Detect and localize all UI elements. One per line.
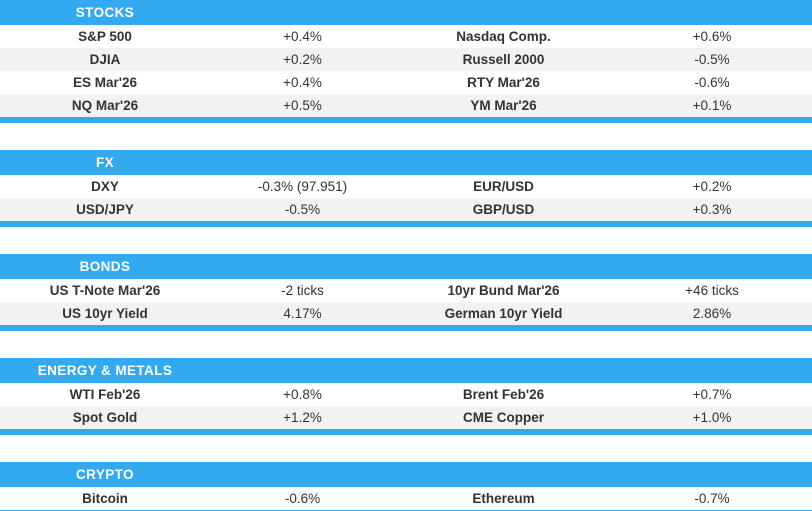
change-value: -0.6% bbox=[694, 75, 730, 90]
table-row: NQ Mar'26 +0.5% YM Mar'26 +0.1% bbox=[0, 94, 812, 117]
change-value: +0.7% bbox=[692, 387, 732, 402]
table-row: USD/JPY -0.5% GBP/USD +0.3% bbox=[0, 198, 812, 221]
section-rows: DXY -0.3% (97.951) EUR/USD +0.2% USD/JPY… bbox=[0, 175, 812, 221]
instrument-label: NQ Mar'26 bbox=[71, 98, 139, 113]
instrument-label: ES Mar'26 bbox=[73, 75, 137, 90]
section-title: BONDS bbox=[79, 259, 131, 274]
section-header: ENERGY & METALS bbox=[0, 358, 812, 383]
change-value: +0.2% bbox=[692, 179, 732, 194]
instrument-label: CME Copper bbox=[463, 410, 544, 425]
instrument-label: GBP/USD bbox=[472, 202, 535, 217]
table-row: Bitcoin -0.6% Ethereum -0.7% bbox=[0, 487, 812, 510]
section-header: BONDS bbox=[0, 254, 812, 279]
instrument-label: Brent Feb'26 bbox=[462, 387, 545, 402]
table-row: US 10yr Yield 4.17% German 10yr Yield 2.… bbox=[0, 302, 812, 325]
market-section: ENERGY & METALS WTI Feb'26 +0.8% Brent F… bbox=[0, 358, 812, 435]
section-title: FX bbox=[95, 155, 115, 170]
section-separator-bar bbox=[0, 117, 812, 123]
table-row: US T-Note Mar'26 -2 ticks 10yr Bund Mar'… bbox=[0, 279, 812, 302]
instrument-label: Nasdaq Comp. bbox=[456, 29, 551, 44]
section-rows: Bitcoin -0.6% Ethereum -0.7% bbox=[0, 487, 812, 510]
section-header: CRYPTO bbox=[0, 462, 812, 487]
market-section: CRYPTO Bitcoin -0.6% Ethereum -0.7% bbox=[0, 462, 812, 511]
change-value: +0.8% bbox=[283, 387, 322, 402]
change-value: -0.5% bbox=[694, 52, 730, 67]
instrument-label: RTY Mar'26 bbox=[467, 75, 540, 90]
instrument-label: DJIA bbox=[89, 52, 121, 67]
change-value: +0.2% bbox=[283, 52, 322, 67]
table-row: DJIA +0.2% Russell 2000 -0.5% bbox=[0, 48, 812, 71]
instrument-label: DXY bbox=[91, 179, 119, 194]
change-value: +0.4% bbox=[283, 75, 322, 90]
change-value: -2 ticks bbox=[281, 283, 324, 298]
instrument-label: EUR/USD bbox=[473, 179, 534, 194]
instrument-label: USD/JPY bbox=[76, 202, 134, 217]
table-row: S&P 500 +0.4% Nasdaq Comp. +0.6% bbox=[0, 25, 812, 48]
instrument-label: Russell 2000 bbox=[462, 52, 545, 67]
section-title: CRYPTO bbox=[76, 467, 134, 482]
section-rows: S&P 500 +0.4% Nasdaq Comp. +0.6% DJIA +0… bbox=[0, 25, 812, 117]
change-value: -0.3% (97.951) bbox=[257, 179, 348, 194]
instrument-label: German 10yr Yield bbox=[444, 306, 563, 321]
instrument-label: S&P 500 bbox=[78, 29, 132, 44]
change-value: 2.86% bbox=[692, 306, 732, 321]
change-value: +46 ticks bbox=[685, 283, 739, 298]
change-value: +0.1% bbox=[692, 98, 732, 113]
instrument-label: Ethereum bbox=[472, 491, 535, 506]
change-value: 4.17% bbox=[283, 306, 322, 321]
instrument-label: 10yr Bund Mar'26 bbox=[447, 283, 560, 298]
section-title: STOCKS bbox=[75, 5, 135, 20]
change-value: -0.7% bbox=[694, 491, 730, 506]
section-rows: WTI Feb'26 +0.8% Brent Feb'26 +0.7% Spot… bbox=[0, 383, 812, 429]
change-value: +1.0% bbox=[692, 410, 732, 425]
section-title: ENERGY & METALS bbox=[37, 363, 173, 378]
section-header: FX bbox=[0, 150, 812, 175]
change-value: +1.2% bbox=[283, 410, 322, 425]
section-separator-bar bbox=[0, 325, 812, 331]
change-value: -0.6% bbox=[284, 491, 321, 506]
instrument-label: WTI Feb'26 bbox=[69, 387, 141, 402]
section-separator-bar bbox=[0, 221, 812, 227]
instrument-label: Spot Gold bbox=[72, 410, 138, 425]
section-separator-bar bbox=[0, 429, 812, 435]
instrument-label: US 10yr Yield bbox=[62, 306, 148, 321]
instrument-label: YM Mar'26 bbox=[470, 98, 537, 113]
instrument-label: US T-Note Mar'26 bbox=[49, 283, 161, 298]
change-value: +0.5% bbox=[283, 98, 322, 113]
section-rows: US T-Note Mar'26 -2 ticks 10yr Bund Mar'… bbox=[0, 279, 812, 325]
table-row: DXY -0.3% (97.951) EUR/USD +0.2% bbox=[0, 175, 812, 198]
table-row: WTI Feb'26 +0.8% Brent Feb'26 +0.7% bbox=[0, 383, 812, 406]
market-section: FX DXY -0.3% (97.951) EUR/USD +0.2% USD/… bbox=[0, 150, 812, 227]
table-row: Spot Gold +1.2% CME Copper +1.0% bbox=[0, 406, 812, 429]
table-row: ES Mar'26 +0.4% RTY Mar'26 -0.6% bbox=[0, 71, 812, 94]
change-value: -0.5% bbox=[284, 202, 321, 217]
market-section: BONDS US T-Note Mar'26 -2 ticks 10yr Bun… bbox=[0, 254, 812, 331]
instrument-label: Bitcoin bbox=[82, 491, 128, 506]
market-section: STOCKS S&P 500 +0.4% Nasdaq Comp. +0.6% … bbox=[0, 0, 812, 123]
change-value: +0.4% bbox=[283, 29, 322, 44]
section-header: STOCKS bbox=[0, 0, 812, 25]
change-value: +0.6% bbox=[692, 29, 732, 44]
change-value: +0.3% bbox=[692, 202, 732, 217]
